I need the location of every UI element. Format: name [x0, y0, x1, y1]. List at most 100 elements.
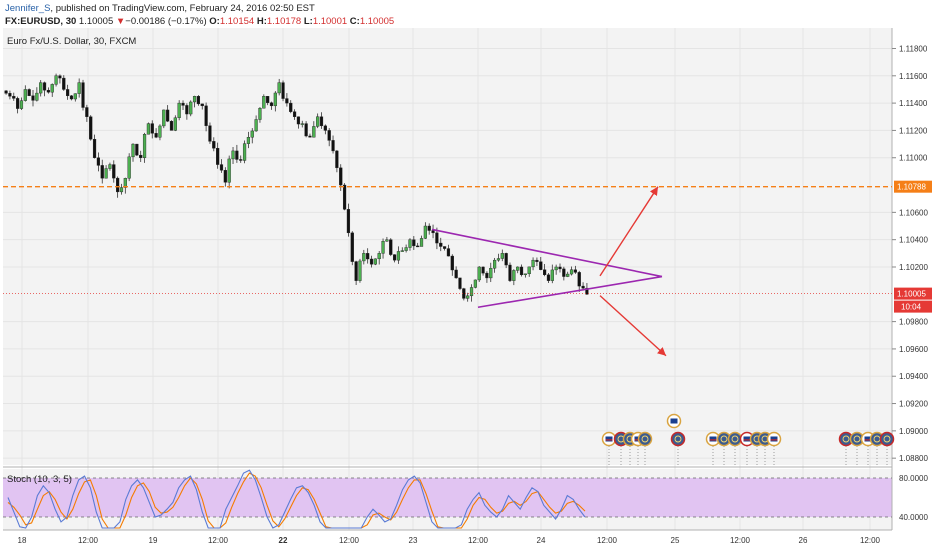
candle-body [266, 96, 270, 103]
countdown-tag-label: 10:04 [901, 303, 922, 312]
economic-event-icon[interactable] [879, 431, 895, 447]
candle-body [177, 102, 181, 118]
candle-body [216, 148, 220, 165]
candle-body [339, 167, 343, 186]
candle-body [316, 116, 320, 127]
candle-body [227, 158, 231, 183]
candle-body [369, 258, 374, 265]
breakout-down-arrow[interactable] [599, 295, 667, 357]
stoch-label: Stoch (10, 3, 5) [7, 474, 72, 485]
candle-body [131, 143, 135, 158]
candle-body [485, 272, 489, 279]
candle-body [504, 253, 508, 266]
candle-body [304, 123, 308, 137]
candle-body [381, 241, 385, 254]
author-link[interactable]: Jennifer_S [5, 3, 51, 14]
candle-body [408, 239, 412, 248]
flag-stripe-icon [605, 439, 613, 441]
candle-body [281, 82, 285, 99]
time-tick-label: 12:00 [208, 536, 229, 545]
breakout-up-arrow[interactable] [599, 186, 659, 277]
candle-body [581, 285, 585, 289]
eu-stars-icon [731, 435, 739, 443]
candle-body [373, 258, 377, 265]
symbol-label: FX:EURUSD, 30 [5, 16, 77, 27]
low-value: 1.10001 [312, 16, 348, 27]
candle-body [81, 82, 85, 108]
last-price: 1.10005 [78, 16, 114, 27]
candle-body [35, 92, 39, 101]
economic-event-icon[interactable] [637, 431, 653, 447]
candle-body [423, 225, 427, 239]
candle-body [312, 126, 316, 138]
candle-body [166, 109, 170, 122]
candle-body [58, 75, 62, 79]
candle-body [92, 138, 97, 158]
time-axis[interactable]: 18 12:00 19 12:00 22 12:00 23 12:00 24 12:00 25 12:… [18, 536, 881, 545]
candle-body [16, 98, 20, 109]
candle-body [477, 266, 481, 281]
candle-body [466, 295, 470, 299]
candle-body [231, 150, 235, 160]
candle-body [346, 209, 351, 234]
candle-body [404, 247, 408, 251]
low-label: L: [303, 16, 313, 27]
resistance-price-tag-label: 1.10788 [897, 183, 926, 192]
candle-body [239, 159, 243, 161]
candle-body [23, 89, 27, 101]
high-label: H: [256, 16, 267, 27]
candle-body [512, 270, 516, 281]
time-tick-label: 12:00 [730, 536, 751, 545]
main-pane-background [3, 28, 892, 465]
time-tick-label: 26 [799, 536, 808, 545]
price-tick-label: 1.08800 [899, 454, 928, 463]
flag-icon [864, 436, 872, 442]
economic-events-group [601, 413, 895, 465]
candle-body [342, 184, 347, 210]
candle-body [493, 259, 497, 269]
candle-body [212, 141, 216, 149]
candle-body [539, 261, 543, 270]
published-text: , published on TradingView.com, February… [50, 3, 315, 14]
economic-event-icon[interactable] [727, 431, 743, 447]
candle-body [62, 77, 66, 90]
candle-body [366, 253, 370, 260]
candle-body [8, 93, 12, 97]
candles-group [4, 73, 589, 302]
candle-body [262, 96, 266, 109]
time-tick-label: 12:00 [468, 536, 489, 545]
time-tick-label: 22 [279, 536, 288, 545]
stoch-k-line [7, 469, 586, 529]
eu-stars-icon [641, 435, 649, 443]
candle-body [354, 261, 358, 281]
price-axis[interactable]: 1.11800 1.11600 1.11400 1.11200 1.11000 1.106… [892, 44, 932, 522]
flag-icon [770, 436, 778, 442]
stoch-d-line [7, 472, 586, 529]
candle-body [69, 95, 74, 100]
candle-body [519, 266, 524, 276]
candle-body [566, 273, 570, 277]
candle-body [335, 150, 339, 169]
candle-body [412, 239, 416, 247]
candle-body [31, 95, 35, 101]
triangle-upper-line[interactable] [431, 228, 663, 278]
candle-body [46, 89, 50, 93]
economic-event-icon[interactable] [670, 431, 686, 447]
triangle-lower-line[interactable] [477, 275, 663, 309]
candle-body [500, 253, 504, 259]
time-tick-label: 12:00 [339, 536, 360, 545]
price-tick-label: 1.10400 [899, 236, 928, 245]
open-label: O: [209, 16, 220, 27]
candle-body [273, 92, 277, 107]
candle-body [181, 102, 185, 106]
eu-stars-icon [853, 435, 861, 443]
price-tick-label: 1.09800 [899, 318, 928, 327]
price-tick-label: 1.11400 [899, 99, 928, 108]
close-label: C: [349, 16, 360, 27]
candle-body [481, 266, 485, 274]
candle-body [235, 150, 239, 160]
time-tick-label: 12:00 [860, 536, 881, 545]
candle-body [100, 165, 104, 179]
candle-body [277, 82, 281, 94]
